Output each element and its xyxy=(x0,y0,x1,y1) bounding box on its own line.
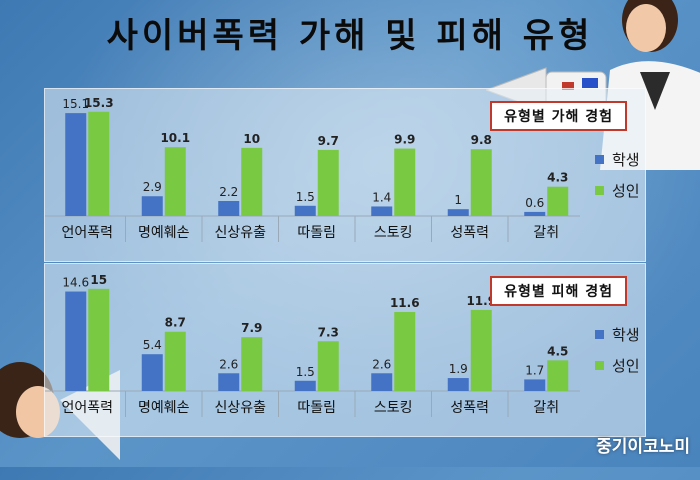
legend-swatch-student xyxy=(595,330,604,339)
legend-label-student: 학생 xyxy=(612,151,640,169)
legend-label-adult: 성인 xyxy=(612,182,640,200)
category-label: 신상유출 xyxy=(214,400,266,416)
data-label-student: 0.6 xyxy=(525,196,544,210)
bar-student xyxy=(218,201,240,216)
bar-chart-victimization: 14.6 15 언어폭력 5.48.7 명예훼손 2.6 7.9 신상유출 1.5 7.3 따돌림 2… xyxy=(45,273,580,417)
data-label-student: 14.6 xyxy=(62,276,89,290)
panel-victimization: 14.6 15 언어폭력 5.4 8.7 명예훼손 2.6 7.9 신상유출 1.5 7.3 따돌림 2… xyxy=(44,263,646,437)
bar-student xyxy=(141,354,163,391)
bar-student xyxy=(294,380,316,391)
legend-item-adult: 성인 xyxy=(595,355,640,376)
legend-item-student: 학생 xyxy=(595,149,640,170)
data-label-adult: 10 xyxy=(243,132,260,146)
legend-label-adult: 성인 xyxy=(612,357,640,375)
data-label-student: 15.1 xyxy=(62,97,89,111)
data-label-adult: 7.9 xyxy=(241,321,262,335)
category-label: 성폭력 xyxy=(450,400,489,416)
page-title: 사이버폭력 가해 및 피해 유형 xyxy=(106,16,594,56)
bar-adult xyxy=(241,337,263,391)
data-label-student: 1.4 xyxy=(372,190,391,204)
bar-student xyxy=(371,206,393,216)
category-label: 명예훼손 xyxy=(138,225,190,241)
bar-adult xyxy=(164,147,186,216)
bar-student xyxy=(447,378,469,391)
category-label: 신상유출 xyxy=(214,225,266,241)
data-label-adult: 4.3 xyxy=(547,171,568,185)
data-label-student: 2.2 xyxy=(219,185,238,199)
data-label-adult: 8.7 xyxy=(165,316,186,330)
bar-adult xyxy=(470,309,492,391)
legend-perpetration: 학생 성인 xyxy=(595,149,640,211)
data-label-student: 2.6 xyxy=(372,357,391,371)
data-label-student: 1.5 xyxy=(296,190,315,204)
legend-item-adult: 성인 xyxy=(595,180,640,201)
bar-student xyxy=(141,196,163,216)
category-label: 언어폭력 xyxy=(61,225,113,241)
bar-student xyxy=(371,373,393,391)
legend-swatch-adult xyxy=(595,361,604,370)
bar-adult xyxy=(547,186,569,216)
bar-student xyxy=(65,113,87,216)
legend-item-student: 학생 xyxy=(595,324,640,345)
bar-adult xyxy=(317,149,339,216)
data-label-student: 1.9 xyxy=(449,362,468,376)
bar-student xyxy=(524,379,546,391)
data-label-student: 5.4 xyxy=(143,338,162,352)
data-label-adult: 10.1 xyxy=(160,131,190,145)
bar-student xyxy=(294,205,316,216)
data-label-adult: 9.8 xyxy=(471,133,492,147)
category-label: 갈취 xyxy=(533,400,559,416)
data-label-adult: 9.7 xyxy=(318,134,339,148)
bar-student xyxy=(524,211,546,216)
panel-perpetration: 15.1 15.3 언어폭력 2.9 10.1 명예훼손 2.2 10 신상유출 1.5 9.7 따돌… xyxy=(44,88,646,262)
category-label: 갈취 xyxy=(533,225,559,241)
data-label-student: 2.9 xyxy=(143,180,162,194)
bar-adult xyxy=(547,360,569,391)
bar-student xyxy=(447,209,469,216)
bar-student xyxy=(218,373,240,391)
category-label: 따돌림 xyxy=(297,225,336,241)
watermark: 중기이코노미 xyxy=(596,437,690,457)
bar-chart-perpetration: 15.115.3 언어폭력 2.9 10.1 명예훼손 2.2 10 신상유출 1.5 9.7 따돌… xyxy=(45,96,580,242)
data-label-adult: 11.6 xyxy=(390,296,420,310)
bar-adult xyxy=(470,149,492,216)
bar-adult xyxy=(394,311,416,391)
category-label: 언어폭력 xyxy=(61,400,113,416)
data-label-student: 1 xyxy=(454,193,462,207)
bar-adult xyxy=(241,147,263,216)
data-label-student: 1.7 xyxy=(525,363,544,377)
category-label: 스토킹 xyxy=(374,400,413,416)
bar-student xyxy=(65,291,87,391)
data-label-adult: 11.9 xyxy=(466,294,496,308)
category-label: 따돌림 xyxy=(297,400,336,416)
legend-swatch-student xyxy=(595,155,604,164)
data-label-adult: 7.3 xyxy=(318,325,339,339)
bar-adult xyxy=(164,331,186,391)
data-label-adult: 15 xyxy=(90,273,107,287)
category-label: 스토킹 xyxy=(374,225,413,241)
chart-title-perpetration: 유형별 가해 경험 xyxy=(490,101,627,131)
bar-adult xyxy=(317,341,339,391)
data-label-adult: 4.5 xyxy=(547,344,568,358)
category-label: 성폭력 xyxy=(450,225,489,241)
data-label-adult: 15.3 xyxy=(84,96,114,110)
data-label-student: 2.6 xyxy=(219,357,238,371)
legend-victimization: 학생 성인 xyxy=(595,324,640,386)
bar-adult xyxy=(88,288,110,391)
chart-title-victimization: 유형별 피해 경험 xyxy=(490,276,627,306)
legend-label-student: 학생 xyxy=(612,326,640,344)
data-label-student: 1.5 xyxy=(296,365,315,379)
bar-adult xyxy=(88,111,110,216)
data-label-adult: 9.9 xyxy=(394,133,415,147)
category-label: 명예훼손 xyxy=(138,400,190,416)
legend-swatch-adult xyxy=(595,186,604,195)
bar-adult xyxy=(394,148,416,216)
